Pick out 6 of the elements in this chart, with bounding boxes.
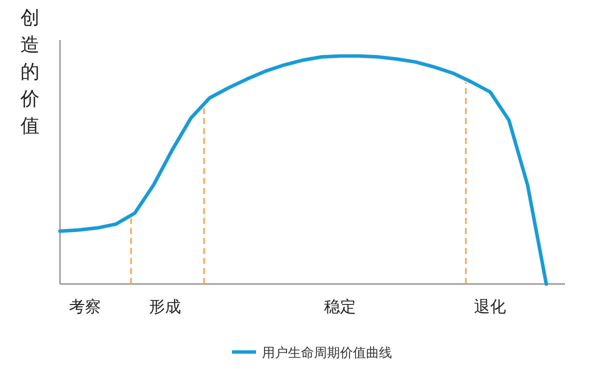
text: 稳定 (324, 297, 356, 316)
text: 考察 (69, 297, 101, 316)
legend-label: 用户生命周期价值曲线 (262, 346, 392, 361)
ylabel: 创造的价值 (20, 7, 40, 137)
text: 形成 (149, 297, 181, 316)
text: 退化 (474, 297, 506, 316)
